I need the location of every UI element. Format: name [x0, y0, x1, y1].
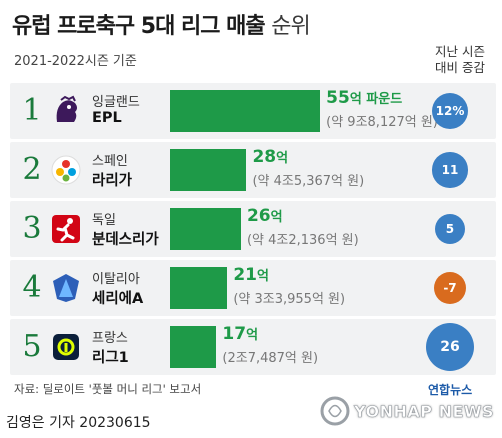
revenue-value-label: 17억: [222, 324, 258, 344]
revenue-won-label: (2조7,487억 원): [222, 351, 319, 366]
revenue-number: 28: [252, 147, 277, 167]
league-label: 라리가: [92, 173, 133, 189]
revenue-won-label: (약 4조5,367억 원): [252, 174, 365, 189]
country-label: 잉글랜드: [92, 95, 140, 110]
change-column-header-line-1: 지난 시즌: [435, 44, 485, 59]
revenue-bar: [170, 208, 241, 250]
revenue-bar: [170, 149, 247, 191]
revenue-value-label: 28억: [252, 147, 288, 167]
revenue-unit: 억: [270, 210, 283, 225]
revenue-bar: [170, 90, 321, 132]
rank-number: 5: [22, 329, 42, 364]
rank-number: 3: [22, 211, 42, 246]
change-column-header-line-2: 대비 증감: [435, 60, 485, 75]
agency-name-english: YONHAP NEWS: [354, 401, 495, 421]
revenue-value-label: 26억: [247, 206, 283, 226]
revenue-bar: [170, 326, 217, 368]
byline: 김영은 기자 20230615: [6, 415, 151, 431]
ligue1-icon: [48, 329, 84, 365]
revenue-number: 17: [222, 324, 247, 344]
revenue-unit: 억: [257, 269, 269, 284]
change-column-header: 지난 시즌 대비 증감: [424, 44, 496, 76]
laliga-ball-icon: [48, 152, 84, 188]
league-label: EPL: [92, 110, 122, 126]
serie-a-icon: [48, 270, 84, 306]
revenue-unit: 억 파운드: [349, 92, 403, 107]
rank-number: 2: [22, 152, 42, 187]
revenue-won-label: (약 3조3,955억 원): [233, 292, 346, 307]
country-label: 독일: [92, 213, 116, 228]
league-label: 분데스리가: [92, 232, 159, 248]
bundesliga-player-icon: [48, 211, 84, 247]
source-note: 자료: 딜로이트 '풋볼 머니 리그' 보고서: [14, 382, 202, 396]
country-label: 이탈리아: [92, 272, 140, 287]
yonhap-logo: YONHAP NEWS: [320, 396, 494, 426]
yonhap-emblem-icon: [320, 396, 350, 426]
league-row: 1 잉글랜드 EPL 55억 파운드 (약 9조8,127억 원) 12%: [10, 83, 496, 139]
revenue-won-label: (약 4조2,136억 원): [246, 233, 359, 248]
change-bubble: 26: [426, 323, 474, 371]
change-bubble: 5: [434, 213, 466, 245]
title-light: 순위: [271, 14, 310, 39]
revenue-value-label: 21억: [233, 265, 269, 285]
country-label: 프랑스: [92, 331, 128, 346]
agency-name-korean: 연합뉴스: [428, 383, 473, 397]
page-title: 유럽 프로축구 5대 리그 매출 순위: [12, 8, 311, 40]
rank-number: 1: [22, 93, 42, 128]
league-label: 세리에A: [92, 291, 144, 307]
change-bubble: -7: [434, 272, 466, 304]
revenue-number: 21: [233, 265, 257, 285]
premier-league-lion-icon: [48, 93, 84, 129]
rank-number: 4: [22, 270, 42, 305]
revenue-unit: 억: [276, 151, 289, 166]
revenue-number: 26: [246, 206, 271, 226]
change-bubble: 12%: [431, 92, 469, 130]
revenue-value-label: 55억 파운드: [326, 88, 402, 108]
revenue-number: 55: [326, 88, 350, 108]
revenue-unit: 억: [246, 328, 259, 343]
revenue-won-label: (약 9조8,127억 원): [326, 115, 438, 130]
league-label: 리그1: [92, 350, 129, 366]
subtitle: 2021-2022시즌 기준: [14, 54, 137, 69]
title-bold: 유럽 프로축구 5대 리그 매출: [12, 14, 266, 39]
change-bubble: 11: [432, 152, 468, 188]
revenue-bar: [170, 267, 228, 309]
country-label: 스페인: [92, 154, 128, 169]
